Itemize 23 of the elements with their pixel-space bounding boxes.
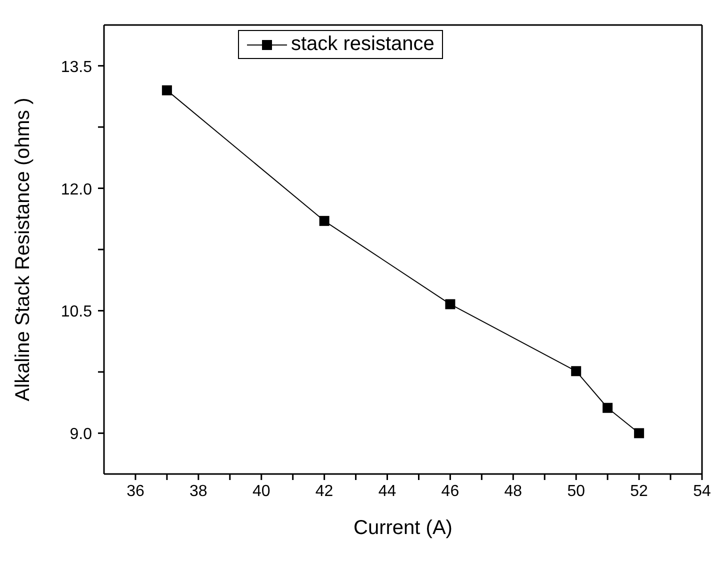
x-tick-label: 38 — [190, 483, 208, 500]
y-tick-label: 13.5 — [60, 58, 92, 76]
x-tick-label: 46 — [441, 483, 460, 500]
point — [602, 402, 613, 413]
point — [571, 366, 582, 376]
x-axis-title: Current (A) — [354, 517, 452, 539]
y-tick-label: 9.0 — [70, 426, 92, 444]
legend-label: stack resistance — [291, 33, 434, 56]
x-tick-label: 36 — [126, 483, 144, 500]
y-tick-label: 10.5 — [60, 304, 92, 321]
x-tick-label: 50 — [567, 483, 586, 500]
x-tick-label: 40 — [252, 483, 270, 500]
y-axis-title: Alkaline Stack Resistance (ohms ) — [12, 98, 34, 402]
point — [634, 428, 644, 438]
x-tick-label: 44 — [378, 483, 396, 500]
x-tick-label: 42 — [315, 483, 334, 500]
x-tick-label: 54 — [693, 483, 711, 500]
point — [445, 299, 456, 310]
x-tick-label: 52 — [630, 483, 648, 500]
point — [162, 85, 172, 96]
y-tick-label: 12.0 — [60, 181, 92, 198]
x-tick-label: 48 — [504, 483, 522, 500]
point — [319, 216, 330, 226]
